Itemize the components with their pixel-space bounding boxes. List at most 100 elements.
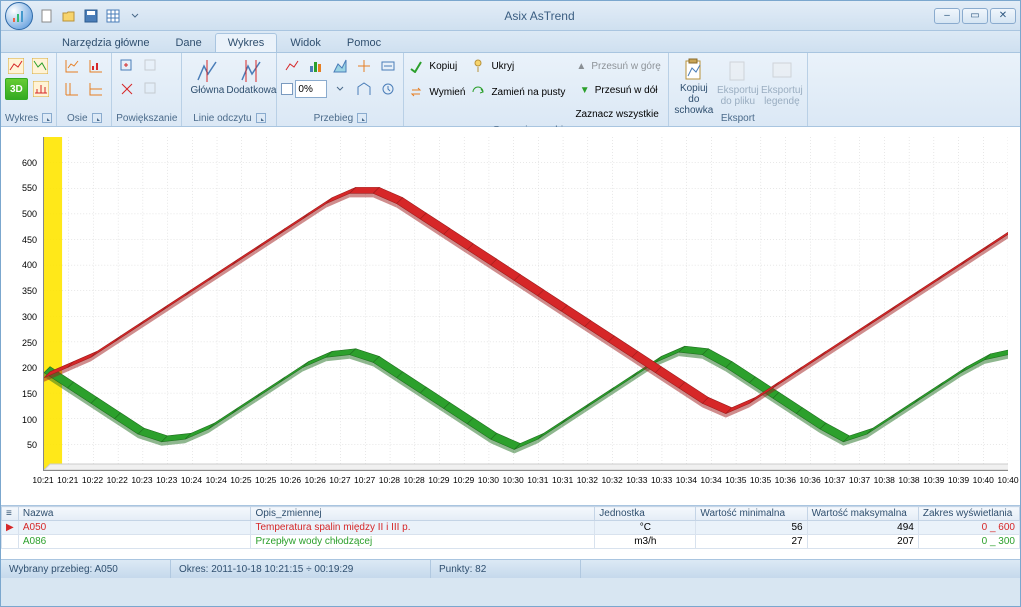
axis-3-icon[interactable] [61,78,83,100]
eksport-legenda-button: Eksportuj legendę [761,55,803,109]
qat-dropdown-icon[interactable] [125,6,145,26]
y-tick: 400 [22,260,37,270]
minimize-button[interactable]: – [934,8,960,24]
plot-area[interactable] [43,137,1008,471]
maximize-button[interactable]: ▭ [962,8,988,24]
x-axis: 10:2110:2110:2210:2210:2310:2310:2410:24… [43,475,1008,499]
x-tick: 10:32 [601,475,622,485]
ukryj-button[interactable]: Ukryj [488,55,517,77]
y-tick: 200 [22,363,37,373]
legend-row[interactable]: A086Przepływ wody chłodzącejm3/h272070 _… [2,535,1020,549]
group-linie-launcher[interactable] [256,113,266,123]
x-tick: 10:25 [255,475,276,485]
x-tick: 10:22 [82,475,103,485]
series-spinner[interactable]: 0% [295,80,327,98]
y-tick: 450 [22,235,37,245]
legend-header[interactable]: Zakres wyświetlania [918,507,1019,521]
qat-grid-icon[interactable] [103,6,123,26]
chart-type-3-icon[interactable] [30,78,52,100]
y-axis: 50100150200250300350400450500550600 [9,131,39,471]
eksport-plik-button: Eksportuj do pliku [717,55,759,109]
cursor-dodatkowa-label: Dodatkowa [226,85,276,96]
legend-header[interactable]: Wartość minimalna [696,507,807,521]
x-tick: 10:23 [156,475,177,485]
title-bar: Asix AsTrend – ▭ ✕ [1,1,1020,31]
y-tick: 500 [22,209,37,219]
zoom-1-icon[interactable] [116,55,138,77]
legend-header[interactable]: Wartość maksymalna [807,507,918,521]
x-tick: 10:27 [354,475,375,485]
y-tick: 250 [22,338,37,348]
y-tick: 150 [22,389,37,399]
x-tick: 10:27 [329,475,350,485]
group-wykres-launcher[interactable] [42,113,52,123]
axis-1-icon[interactable] [61,55,83,77]
group-wykres: 3D Wykres [1,53,57,126]
qat-new-icon[interactable] [37,6,57,26]
x-tick: 10:40 [997,475,1018,485]
kopiuj-icon [408,58,424,74]
x-tick: 10:26 [305,475,326,485]
series-style-1-icon[interactable] [281,55,303,77]
zamien-button[interactable]: Zamień na pusty [488,81,568,103]
series-dropdown-icon[interactable] [329,78,351,100]
series-tool-4-icon[interactable] [377,78,399,100]
eksport-schowka-button[interactable]: Kopiuj do schowka [673,55,715,109]
eksport-legenda-label: Eksportuj legendę [761,85,803,107]
close-button[interactable]: ✕ [990,8,1016,24]
quick-access-toolbar [37,6,145,26]
legend-header[interactable]: Nazwa [18,507,251,521]
x-tick: 10:31 [552,475,573,485]
series-tool-2-icon[interactable] [377,55,399,77]
ribbon: 3D Wykres Osie [1,53,1020,127]
legend-header[interactable]: Jednostka [595,507,696,521]
x-tick: 10:24 [181,475,202,485]
cursor-glowna-button[interactable]: Główna [186,55,228,109]
x-tick: 10:23 [131,475,152,485]
axis-2-icon[interactable] [85,55,107,77]
wymien-button[interactable]: Wymień [426,81,468,103]
clipboard-icon [681,58,707,82]
x-tick: 10:28 [379,475,400,485]
group-osie-launcher[interactable] [92,113,102,123]
tab-dane[interactable]: Dane [162,33,214,52]
series-tool-1-icon[interactable] [353,55,375,77]
tab-widok[interactable]: Widok [277,33,334,52]
status-okres: Okres: 2011-10-18 10:21:15 ÷ 00:19:29 [171,560,431,578]
legend-row[interactable]: ▶A050Temperatura spalin między II i III … [2,521,1020,535]
series-tool-3-icon[interactable] [353,78,375,100]
series-style-2-icon[interactable] [305,55,327,77]
x-tick: 10:37 [824,475,845,485]
chart-3d-button[interactable]: 3D [5,78,28,100]
wymien-icon [408,84,424,100]
chart-type-2-icon[interactable] [29,55,51,77]
group-eksport-label: Eksport [721,113,755,124]
series-check[interactable] [281,83,293,95]
tab-wykres[interactable]: Wykres [215,33,278,52]
kopiuj-button[interactable]: Kopiuj [426,55,460,77]
x-tick: 10:31 [527,475,548,485]
group-osie-label: Osie [67,113,88,124]
cursor-glowna-icon [194,58,220,84]
series-style-3-icon[interactable] [329,55,351,77]
axis-4-icon[interactable] [85,78,107,100]
tab-pomoc[interactable]: Pomoc [334,33,394,52]
cursor-dodatkowa-button[interactable]: Dodatkowa [230,55,272,109]
qat-open-icon[interactable] [59,6,79,26]
zoom-reset-icon[interactable] [116,78,138,100]
cursor-dodatkowa-icon [238,58,264,84]
przesun-gora-button: ▲Przesuń w górę [570,55,663,77]
legend-header[interactable]: Opis_zmiennej [251,507,595,521]
chart-type-1-icon[interactable] [5,55,27,77]
qat-save-icon[interactable] [81,6,101,26]
group-linie: Główna Dodatkowa Linie odczytu [182,53,277,126]
cursor-glowna-label: Główna [190,85,224,96]
tab-narzedzia[interactable]: Narzędzia główne [49,33,162,52]
group-przebieg-launcher[interactable] [357,113,367,123]
app-orb-button[interactable] [5,2,33,30]
group-osie: Osie [57,53,112,126]
przesun-dol-button[interactable]: ▼Przesuń w dół [570,79,663,101]
series-spinner-value: 0% [298,84,312,95]
ribbon-tabs: Narzędzia główne Dane Wykres Widok Pomoc [1,31,1020,53]
zaznacz-button[interactable]: Zaznacz wszystkie [570,103,663,125]
